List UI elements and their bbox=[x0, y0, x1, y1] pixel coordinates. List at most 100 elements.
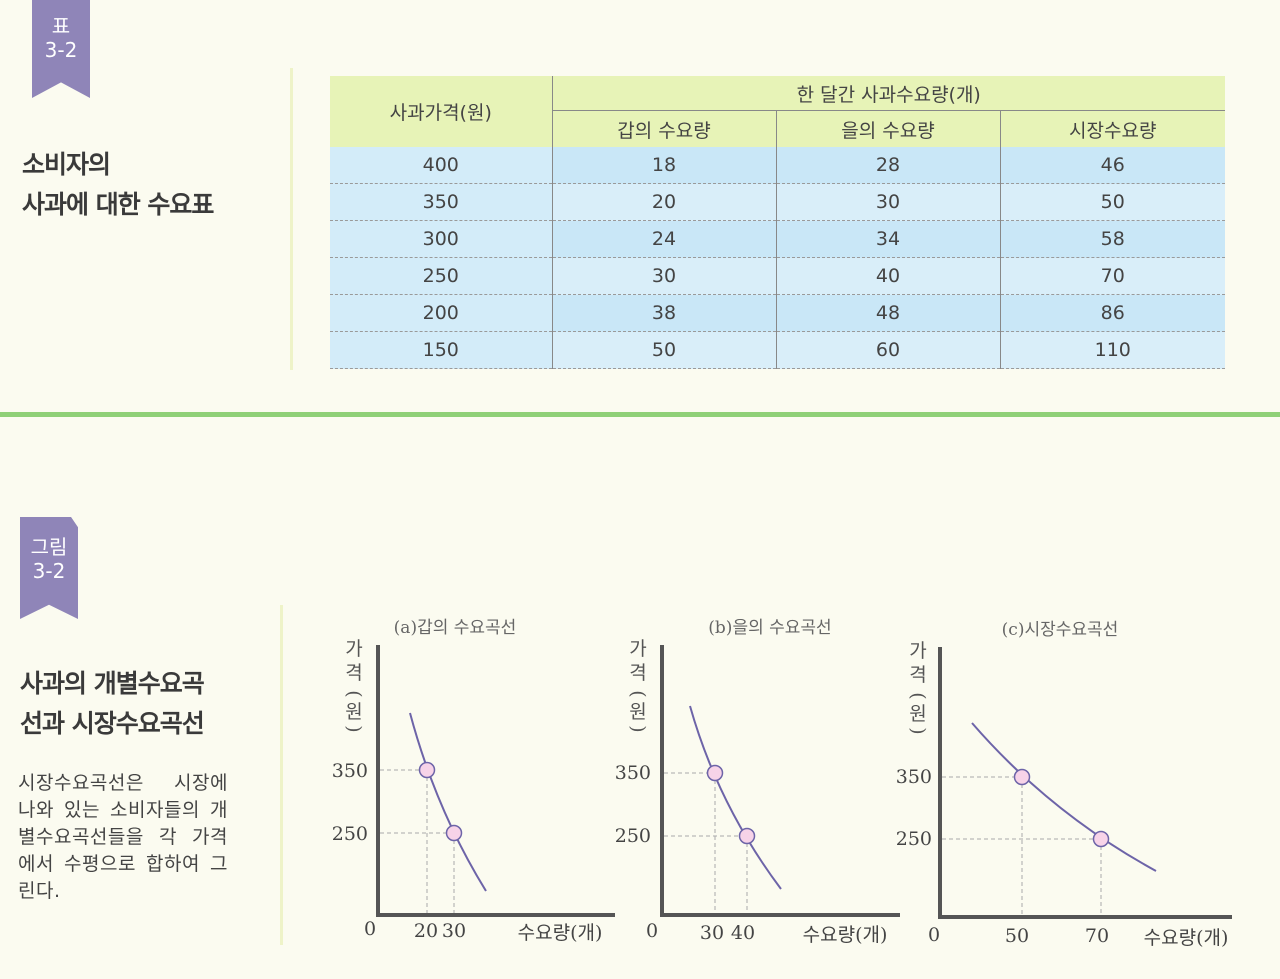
x-tick-label: 70 bbox=[1085, 925, 1109, 947]
price-cell: 150 bbox=[330, 331, 553, 369]
section-divider bbox=[0, 412, 1280, 417]
origin-label: 0 bbox=[928, 924, 940, 946]
table-label-kind: 표 bbox=[51, 14, 71, 38]
column-header-eul: 을의 수요량 bbox=[776, 110, 1001, 147]
quantity-group-header: 한 달간 사과수요량(개) bbox=[552, 76, 1225, 111]
data-point bbox=[1013, 768, 1031, 786]
y-label-char: 원 bbox=[345, 701, 362, 723]
x-axis-label: 수요량(개) bbox=[518, 922, 603, 944]
column-header-market: 시장수요량 bbox=[1000, 110, 1225, 147]
table-row: 250 30 40 70 bbox=[330, 257, 1225, 295]
y-label-char: 원 bbox=[629, 701, 646, 723]
chart-title: (c)시장수요곡선 bbox=[1002, 620, 1119, 640]
market-qty-cell: 58 bbox=[1000, 220, 1225, 258]
y-label-char: 원 bbox=[909, 703, 926, 725]
table-row: 200 38 48 86 bbox=[330, 294, 1225, 332]
price-cell: 250 bbox=[330, 257, 553, 295]
demand-table: 사과가격(원) 한 달간 사과수요량(개) 갑의 수요량 을의 수요량 시장수요… bbox=[330, 76, 1225, 369]
table-row: 300 24 34 58 bbox=[330, 220, 1225, 258]
y-tick-label: 250 bbox=[615, 825, 651, 847]
demand-curve bbox=[971, 722, 1157, 872]
demand-curve bbox=[689, 705, 782, 890]
x-axis-label: 수요량(개) bbox=[803, 924, 888, 946]
x-tick-label: 50 bbox=[1005, 925, 1029, 947]
gap-qty-cell: 30 bbox=[552, 257, 777, 295]
x-tick-label: 40 bbox=[731, 922, 755, 944]
eul-qty-cell: 34 bbox=[776, 220, 1001, 258]
table-title: 소비자의 사과에 대한 수요표 bbox=[22, 145, 214, 225]
x-axis-label: 수요량(개) bbox=[1144, 927, 1229, 949]
chart-title: (b)을의 수요곡선 bbox=[708, 618, 831, 638]
y-label-char: ) bbox=[343, 725, 365, 732]
y-label-char: ) bbox=[627, 725, 649, 732]
origin-label: 0 bbox=[364, 918, 376, 940]
table-row: 400 18 28 46 bbox=[330, 147, 1225, 184]
chart-title: (a)갑의 수요곡선 bbox=[394, 618, 517, 638]
price-cell: 200 bbox=[330, 294, 553, 332]
y-label-char: 격 bbox=[629, 662, 646, 684]
table-row: 150 50 60 110 bbox=[330, 331, 1225, 369]
y-tick-label: 350 bbox=[615, 762, 651, 784]
data-point bbox=[445, 824, 463, 842]
data-point bbox=[1092, 830, 1110, 848]
y-label-char: 가 bbox=[629, 638, 646, 660]
market-demand-curve-chart: (c)시장수요곡선 가 격 ( 원 ) 350 250 0 50 70 수요량(… bbox=[890, 605, 1260, 954]
figure-label-number: 3-2 bbox=[32, 559, 66, 583]
y-label-char: 가 bbox=[345, 638, 362, 660]
y-label-char: ) bbox=[907, 727, 929, 734]
eul-qty-cell: 40 bbox=[776, 257, 1001, 295]
gap-qty-cell: 50 bbox=[552, 331, 777, 369]
y-label-char: 가 bbox=[909, 640, 926, 662]
y-label-char: ( bbox=[343, 690, 365, 697]
market-qty-cell: 50 bbox=[1000, 183, 1225, 221]
eul-qty-cell: 30 bbox=[776, 183, 1001, 221]
price-column-header: 사과가격(원) bbox=[330, 76, 553, 147]
chart-svg: (c)시장수요곡선 가 격 ( 원 ) 350 250 0 50 70 수요량(… bbox=[896, 620, 1232, 949]
y-tick-label: 250 bbox=[896, 828, 932, 850]
x-tick-label: 20 bbox=[414, 920, 438, 942]
market-qty-cell: 70 bbox=[1000, 257, 1225, 295]
figure-label-tag: 그림 3-2 bbox=[20, 517, 78, 619]
chart-svg: (b)을의 수요곡선 가 격 ( 원 ) 350 250 0 30 40 수요량… bbox=[615, 618, 900, 946]
y-label-char: 격 bbox=[909, 664, 926, 686]
eul-qty-cell: 48 bbox=[776, 294, 1001, 332]
y-label-char: ( bbox=[627, 690, 649, 697]
figure-label-kind: 그림 bbox=[30, 535, 68, 559]
eul-qty-cell: 60 bbox=[776, 331, 1001, 369]
demand-curve-chart-eul: (b)을의 수요곡선 가 격 ( 원 ) 350 250 0 30 40 수요량… bbox=[605, 605, 905, 954]
data-point bbox=[738, 827, 756, 845]
market-qty-cell: 86 bbox=[1000, 294, 1225, 332]
table-title-line-2: 사과에 대한 수요표 bbox=[22, 190, 214, 219]
figure-title-line-2: 선과 시장수요곡선 bbox=[20, 709, 205, 738]
table-row: 350 20 30 50 bbox=[330, 183, 1225, 221]
price-cell: 400 bbox=[330, 147, 553, 184]
x-tick-label: 30 bbox=[700, 922, 724, 944]
demand-curve-chart-gap: (a)갑의 수요곡선 가 격 ( 원 ) 350 250 0 20 30 수요량… bbox=[320, 605, 620, 954]
vertical-rule bbox=[290, 68, 293, 370]
y-tick-label: 350 bbox=[896, 766, 932, 788]
gap-qty-cell: 38 bbox=[552, 294, 777, 332]
gap-qty-cell: 20 bbox=[552, 183, 777, 221]
y-tick-label: 350 bbox=[332, 760, 368, 782]
figure-title: 사과의 개별수요곡 선과 시장수요곡선 bbox=[20, 664, 205, 744]
vertical-rule bbox=[280, 605, 283, 945]
figure-description: 시장수요곡선은 시장에 나와 있는 소비자들의 개별수요곡선들을 각 가격에서 … bbox=[18, 772, 228, 902]
market-qty-cell: 110 bbox=[1000, 331, 1225, 369]
market-qty-cell: 46 bbox=[1000, 147, 1225, 184]
gap-qty-cell: 18 bbox=[552, 147, 777, 184]
y-tick-label: 250 bbox=[332, 823, 368, 845]
table-label-number: 3-2 bbox=[44, 38, 78, 62]
data-point bbox=[706, 764, 724, 782]
demand-curve bbox=[409, 712, 487, 892]
y-label-char: ( bbox=[907, 692, 929, 699]
column-header-gap: 갑의 수요량 bbox=[552, 110, 777, 147]
origin-label: 0 bbox=[646, 920, 658, 942]
price-cell: 350 bbox=[330, 183, 553, 221]
figure-title-line-1: 사과의 개별수요곡 bbox=[20, 669, 205, 698]
eul-qty-cell: 28 bbox=[776, 147, 1001, 184]
gap-qty-cell: 24 bbox=[552, 220, 777, 258]
price-cell: 300 bbox=[330, 220, 553, 258]
table-title-line-1: 소비자의 bbox=[22, 150, 111, 179]
table-label-tag: 표 3-2 bbox=[32, 0, 90, 98]
chart-svg: (a)갑의 수요곡선 가 격 ( 원 ) 350 250 0 20 30 수요량… bbox=[332, 618, 615, 944]
